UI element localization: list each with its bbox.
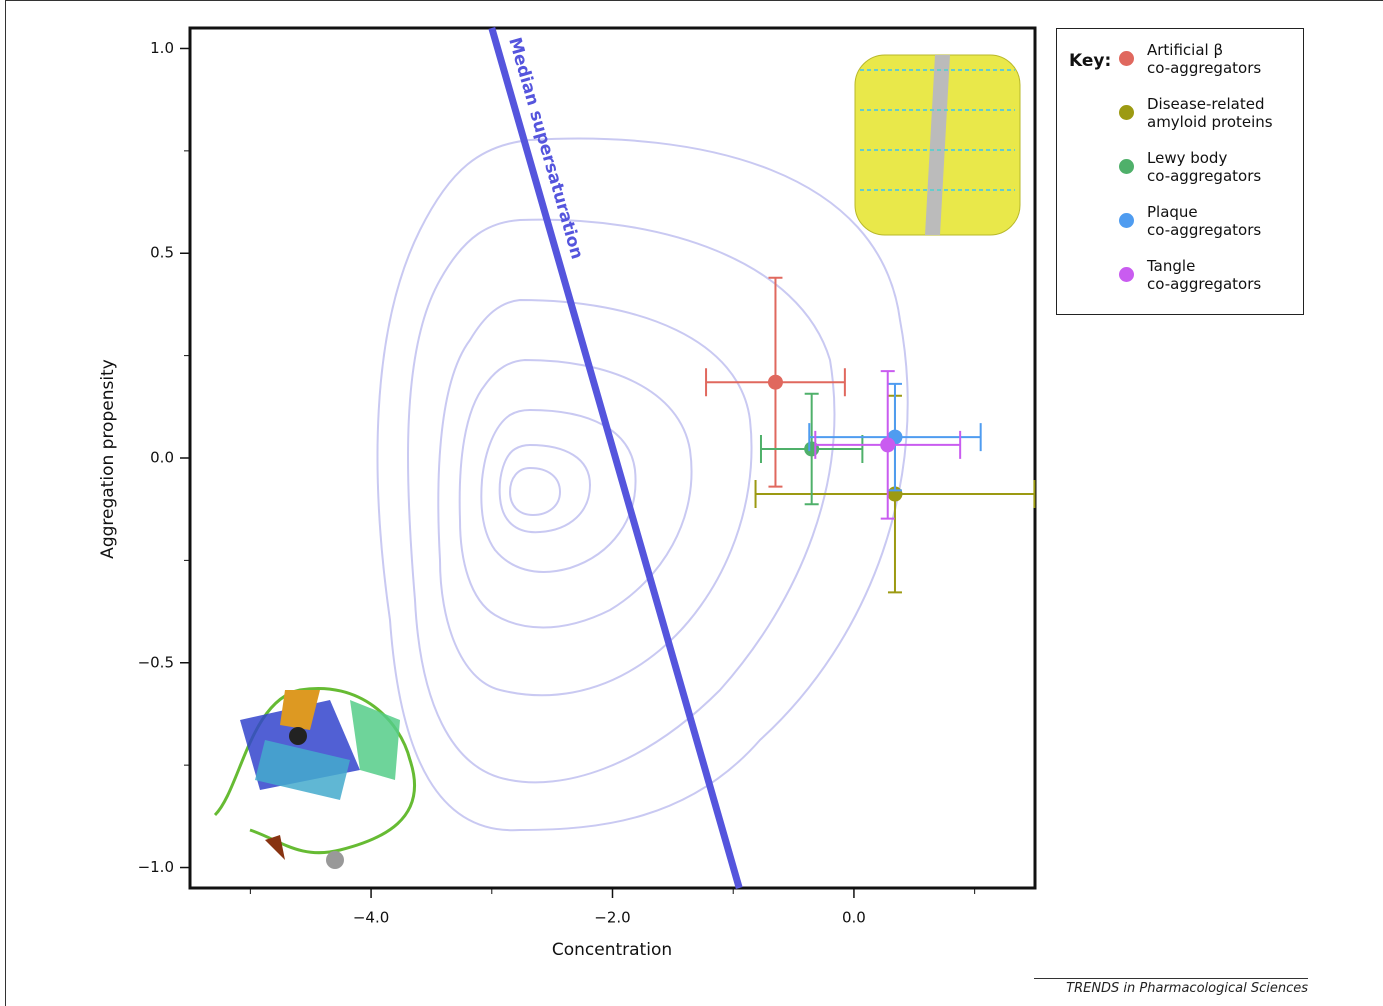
legend-label: Artificial β co-aggregators: [1147, 41, 1262, 77]
legend-label: Disease-related amyloid proteins: [1147, 95, 1273, 131]
legend-marker: [1119, 105, 1134, 120]
x-tick-label: −4.0: [353, 909, 389, 927]
legend-marker: [1119, 267, 1134, 282]
median-line-label: Median supersaturation: [504, 35, 587, 261]
fibril-image: [854, 54, 1021, 236]
y-tick-label: 0.5: [150, 244, 174, 262]
legend: Key: Artificial β co-aggregators Disease-…: [1056, 28, 1304, 315]
legend-label: Lewy body co-aggregators: [1147, 149, 1262, 185]
y-axis-label: Aggregation propensity: [98, 359, 118, 559]
legend-label: Tangle co-aggregators: [1147, 257, 1262, 293]
y-tick-label: −1.0: [138, 858, 174, 876]
x-tick-label: 0.0: [842, 909, 866, 927]
point: [767, 374, 783, 390]
point: [804, 441, 820, 457]
x-axis-label: Concentration: [552, 940, 672, 960]
source: TRENDS in Pharmacological Sciences: [1034, 978, 1308, 996]
legend-marker: [1119, 51, 1134, 66]
frame: [5, 0, 1383, 1006]
y-tick-label: 1.0: [150, 39, 174, 57]
y-tick-label: 0.0: [150, 449, 174, 467]
point: [880, 437, 896, 453]
legend-marker: [1119, 159, 1134, 174]
y-tick-label: −0.5: [138, 653, 174, 671]
legend-marker: [1119, 213, 1134, 228]
median-line: [488, 27, 743, 889]
protein-image: [213, 687, 417, 869]
legend-label: Plaque co-aggregators: [1147, 203, 1262, 239]
density-contours: [376, 137, 909, 832]
x-tick-label: −2.0: [594, 909, 630, 927]
legend-title: Key:: [1069, 51, 1112, 71]
